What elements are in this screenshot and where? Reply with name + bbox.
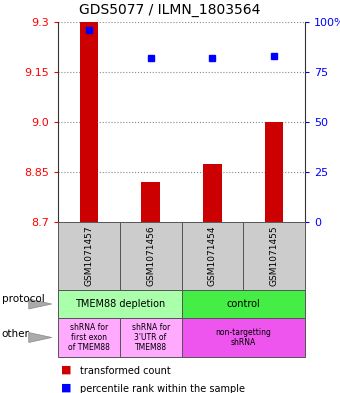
Polygon shape — [29, 299, 52, 309]
Text: GSM1071456: GSM1071456 — [146, 226, 155, 286]
Bar — [141, 182, 160, 222]
Text: other: other — [2, 329, 30, 339]
Text: percentile rank within the sample: percentile rank within the sample — [80, 384, 245, 393]
Polygon shape — [29, 332, 52, 342]
Text: non-targetting
shRNA: non-targetting shRNA — [215, 328, 271, 347]
Text: shRNA for
first exon
of TMEM88: shRNA for first exon of TMEM88 — [68, 323, 110, 353]
Bar — [265, 122, 283, 222]
Text: TMEM88 depletion: TMEM88 depletion — [74, 299, 165, 309]
Text: GSM1071455: GSM1071455 — [270, 226, 278, 286]
Text: protocol: protocol — [2, 294, 45, 304]
Text: GSM1071457: GSM1071457 — [84, 226, 94, 286]
Text: GDS5077 / ILMN_1803564: GDS5077 / ILMN_1803564 — [79, 3, 261, 17]
Text: GSM1071454: GSM1071454 — [208, 226, 217, 286]
Text: ■: ■ — [62, 365, 72, 375]
Text: shRNA for
3'UTR of
TMEM88: shRNA for 3'UTR of TMEM88 — [132, 323, 170, 353]
Text: ■: ■ — [62, 382, 72, 393]
Bar — [80, 22, 98, 222]
Text: transformed count: transformed count — [80, 366, 171, 376]
Bar — [203, 163, 222, 222]
Text: control: control — [226, 299, 260, 309]
